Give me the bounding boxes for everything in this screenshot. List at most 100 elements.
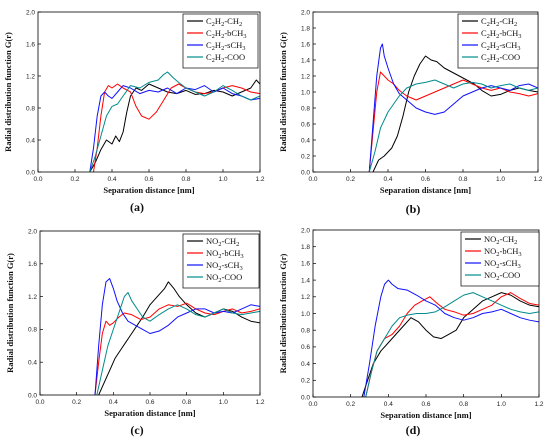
legend-label: NO2-COO — [206, 272, 242, 284]
x-axis-label: Separation distance [nm] — [380, 185, 471, 195]
series-line — [368, 79, 538, 172]
legend-box — [182, 13, 259, 69]
series-line — [368, 71, 538, 172]
x-tick-label: 0.2 — [346, 176, 355, 183]
legend-label: C2H2-bCH3 — [481, 28, 521, 40]
legend-label: C2H2-COO — [206, 52, 245, 64]
legend-box — [182, 233, 260, 289]
x-tick-label: 0.2 — [346, 401, 355, 408]
y-tick-label: 0.4 — [26, 137, 35, 144]
series-line — [96, 292, 260, 395]
y-tick-label: 1.8 — [301, 25, 310, 32]
x-tick-label: 1.2 — [533, 176, 542, 183]
x-tick-label: 0.4 — [109, 399, 118, 406]
x-tick-label: 0.6 — [144, 176, 153, 183]
x-tick-label: 0.6 — [145, 399, 154, 406]
x-tick-label: 1.0 — [219, 399, 228, 406]
y-axis-label: Radial distribution function G(r) — [3, 32, 13, 152]
x-axis-label: Separation distance [nm] — [104, 408, 195, 418]
series-line — [368, 43, 538, 172]
x-tick-label: 0.8 — [459, 401, 468, 408]
y-tick-label: 1.6 — [301, 41, 310, 48]
y-tick-label: 0.8 — [26, 105, 35, 112]
legend-box — [457, 13, 539, 69]
x-tick-label: 1.2 — [255, 176, 264, 183]
x-tick-label: 1.0 — [218, 176, 227, 183]
y-tick-label: 0.0 — [301, 394, 310, 401]
y-tick-label: 0.6 — [301, 121, 310, 128]
series-line — [365, 292, 539, 397]
x-tick-label: 1.2 — [534, 401, 543, 408]
y-tick-label: 1.6 — [301, 261, 310, 268]
y-tick-label: 2.0 — [28, 228, 37, 235]
x-tick-label: 0.0 — [35, 399, 44, 406]
y-tick-label: 1.6 — [26, 41, 35, 48]
legend-label: NO2-sCH3 — [484, 258, 521, 270]
legend-label: NO2-CH2 — [206, 236, 239, 248]
x-tick-label: 0.6 — [421, 176, 430, 183]
legend-label: C2H2-sCH3 — [206, 40, 246, 52]
x-tick-label: 0.6 — [421, 401, 430, 408]
y-tick-label: 1.2 — [26, 73, 35, 80]
series-line — [361, 292, 539, 397]
y-tick-label: 0.2 — [301, 378, 310, 385]
series-line — [89, 85, 260, 172]
legend-label: C2H2-bCH3 — [206, 28, 246, 40]
x-tick-label: 1.2 — [255, 399, 264, 406]
y-axis-label: Radial distribution function G(r) — [278, 32, 288, 152]
y-tick-label: 1.0 — [301, 89, 310, 96]
y-tick-label: 2.0 — [301, 227, 310, 234]
y-tick-label: 0.4 — [28, 360, 37, 367]
x-tick-label: 0.0 — [308, 401, 317, 408]
panel-d: 0.0 0.2 0.4 0.6 0.8 1.0 1.2 0.0 0.2 0.4 0.6 0.8 1.0 1… — [278, 227, 544, 437]
x-tick-label: 0.4 — [384, 401, 393, 408]
legend-label: C2H2-sCH3 — [481, 40, 521, 52]
panel-label: (c) — [130, 423, 143, 437]
y-tick-label: 0.4 — [301, 137, 310, 144]
y-tick-label: 1.0 — [301, 311, 310, 318]
series-line — [89, 71, 260, 172]
y-tick-label: 0.2 — [301, 153, 310, 160]
x-tick-label: 0.2 — [70, 176, 79, 183]
x-tick-label: 0.8 — [458, 176, 467, 183]
y-axis-label: Radial distribution function G(r) — [5, 253, 15, 373]
y-tick-label: 0.8 — [301, 105, 310, 112]
series-line — [93, 83, 260, 172]
panel-a: 0.0 0.2 0.4 0.6 0.8 1.0 1.2 0.0 0.4 0.8 1.2 1.6 2.0 S… — [3, 9, 265, 214]
legend-label: NO2-sCH3 — [206, 260, 243, 272]
y-tick-label: 1.4 — [301, 57, 310, 64]
y-tick-label: 0.0 — [28, 392, 37, 399]
panel-label: (a) — [130, 200, 144, 214]
y-tick-label: 1.8 — [301, 244, 310, 251]
y-tick-label: 1.2 — [28, 294, 37, 301]
x-tick-label: 1.0 — [496, 176, 505, 183]
legend-label: NO2-bCH3 — [206, 248, 244, 260]
panel-label: (d) — [406, 423, 421, 437]
legend-box — [460, 231, 540, 287]
series-line — [98, 281, 260, 395]
y-tick-label: 2.0 — [26, 9, 35, 16]
series-line — [363, 279, 539, 397]
legend-label: C2H2-CH2 — [481, 16, 517, 28]
y-tick-label: 1.2 — [301, 73, 310, 80]
x-axis-label: Separation distance [nm] — [380, 410, 471, 420]
x-tick-label: 0.4 — [383, 176, 392, 183]
series-line — [94, 278, 260, 395]
y-tick-label: 0.0 — [301, 169, 310, 176]
y-axis-label: Radial distribution function G(r) — [278, 253, 288, 373]
legend-label: NO2-COO — [484, 270, 520, 282]
y-tick-label: 0.6 — [301, 344, 310, 351]
series-line — [365, 292, 539, 397]
legend-label: NO2-bCH3 — [484, 246, 522, 258]
y-tick-label: 1.4 — [301, 277, 310, 284]
x-tick-label: 0.4 — [107, 176, 116, 183]
legend-label: C2H2-CH2 — [206, 16, 242, 28]
panel-label: (b) — [406, 202, 421, 216]
y-tick-label: 1.6 — [28, 261, 37, 268]
series-line — [89, 79, 260, 172]
y-tick-label: 0.0 — [26, 169, 35, 176]
